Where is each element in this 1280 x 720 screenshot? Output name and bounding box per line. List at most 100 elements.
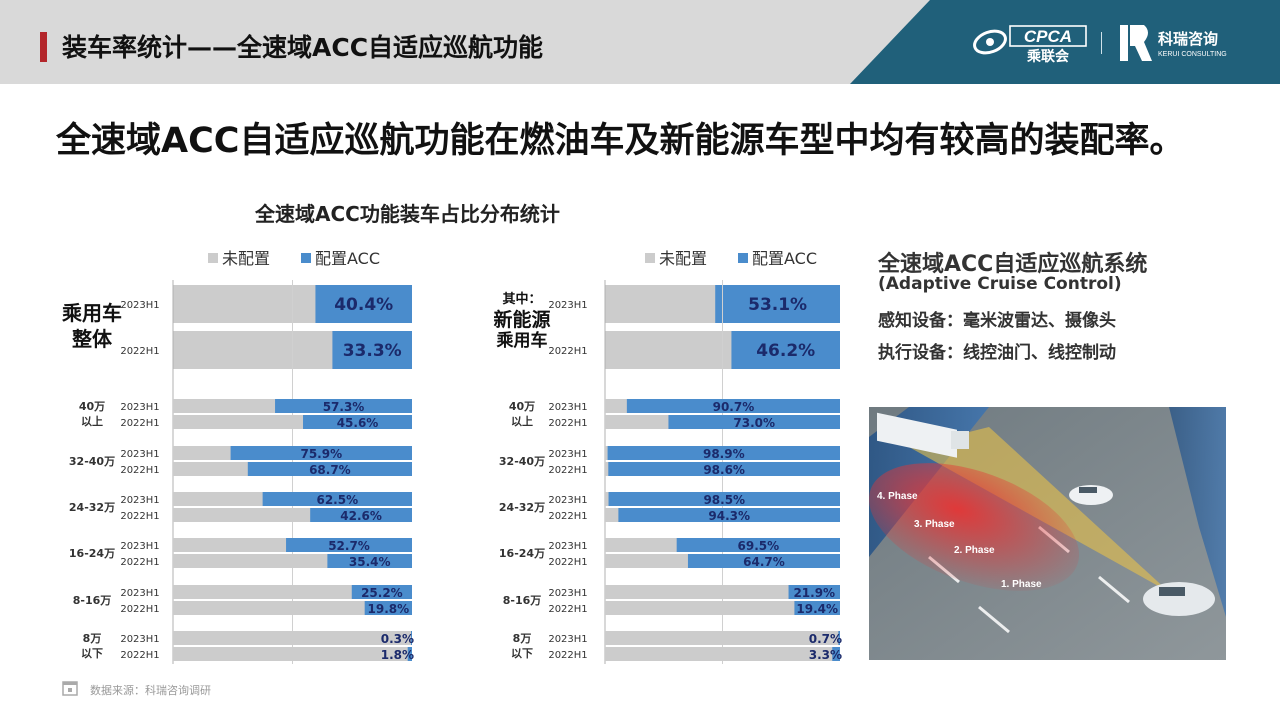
- data-label: 57.3%: [323, 400, 365, 414]
- data-label: 19.4%: [796, 602, 838, 616]
- data-label: 45.6%: [337, 416, 379, 430]
- kerui-logo-cn: 科瑞咨询: [1158, 30, 1218, 48]
- phase-3-label: 3. Phase: [914, 519, 955, 530]
- bar-acc: [247, 462, 412, 476]
- period-label: 2022H1: [120, 650, 159, 661]
- logo-separator: [1101, 32, 1102, 54]
- bar-acc: [731, 331, 840, 369]
- data-label: 52.7%: [328, 539, 370, 553]
- bar-not-configured: [605, 601, 840, 615]
- bar-acc: [607, 446, 840, 460]
- info-sensing: 感知设备：毫米波雷达、摄像头: [878, 311, 1116, 331]
- lead-car-icon: [1069, 485, 1113, 505]
- summary-label: 整体: [71, 327, 113, 351]
- category-label: 40万: [509, 400, 535, 413]
- period-label: 2022H1: [548, 557, 587, 568]
- bar-acc: [310, 508, 412, 522]
- page-title: 装车率统计——全速域ACC自适应巡航功能: [62, 33, 544, 62]
- bar-acc: [275, 399, 412, 413]
- cpca-mark-icon: [973, 29, 1007, 55]
- period-label: 2023H1: [120, 300, 159, 311]
- period-label: 2022H1: [548, 511, 587, 522]
- bar-acc: [788, 585, 840, 599]
- ego-car-icon: [1143, 582, 1215, 616]
- bar-acc: [411, 631, 412, 645]
- headline: 全速域ACC自适应巡航功能在燃油车及新能源车型中均有较高的装配率。: [56, 121, 1185, 161]
- bar-acc: [327, 554, 412, 568]
- header-accent-bar: [40, 32, 47, 62]
- bar-acc: [230, 446, 412, 460]
- period-label: 2023H1: [548, 588, 587, 599]
- category-label: 24-32万: [499, 501, 545, 514]
- period-label: 2022H1: [548, 650, 587, 661]
- kerui-logo: 科瑞咨询 KERUI CONSULTING: [1120, 25, 1227, 61]
- summary-label: 新能源: [493, 308, 550, 331]
- period-label: 2023H1: [548, 402, 587, 413]
- period-label: 2022H1: [548, 465, 587, 476]
- bar-acc: [407, 647, 412, 661]
- data-label: 69.5%: [738, 539, 780, 553]
- phase-2-label: 2. Phase: [954, 545, 995, 556]
- right-field: [1169, 407, 1226, 617]
- bar-acc: [626, 399, 840, 413]
- period-label: 2022H1: [548, 346, 587, 357]
- summary-label: 其中：: [502, 291, 541, 307]
- bar-acc: [687, 554, 840, 568]
- period-label: 2023H1: [548, 449, 587, 460]
- legend-label-not-configured: 未配置: [659, 249, 707, 268]
- data-label: 64.7%: [743, 555, 785, 569]
- cpca-logo-text: CPCA: [1024, 27, 1072, 46]
- bar-acc: [364, 601, 412, 615]
- category-label: 24-32万: [69, 501, 115, 514]
- bar-acc: [286, 538, 412, 552]
- info-title: 全速域ACC自适应巡航系统: [878, 252, 1148, 277]
- period-label: 2022H1: [120, 557, 159, 568]
- bar-acc: [794, 601, 840, 615]
- data-label: 19.8%: [368, 602, 410, 616]
- phase-labels: 1. Phase 2. Phase 3. Phase 4. Phase: [877, 491, 1042, 590]
- bar-acc: [608, 492, 840, 506]
- bar-acc: [315, 285, 412, 323]
- summary-label: 乘用车: [61, 301, 122, 325]
- bar-acc: [351, 585, 412, 599]
- category-label: 以下: [81, 647, 103, 660]
- category-label: 32-40万: [499, 455, 545, 468]
- bar-not-configured: [605, 585, 840, 599]
- legend-swatch-acc: [301, 253, 311, 263]
- bar-acc: [608, 462, 840, 476]
- data-label: 35.4%: [349, 555, 391, 569]
- legend-label-acc: 配置ACC: [752, 249, 817, 268]
- data-label: 0.7%: [809, 632, 842, 646]
- kerui-logo-en: KERUI CONSULTING: [1158, 51, 1227, 58]
- bar-acc: [332, 331, 412, 369]
- data-label: 42.6%: [340, 509, 382, 523]
- truck-icon: [877, 412, 969, 458]
- data-label: 68.7%: [309, 463, 351, 477]
- data-label: 0.3%: [381, 632, 414, 646]
- legend-swatch-not-configured: [208, 253, 218, 263]
- summary-label: 乘用车: [496, 330, 548, 351]
- category-label: 以下: [511, 647, 533, 660]
- period-label: 2022H1: [120, 346, 159, 357]
- category-label: 32-40万: [69, 455, 115, 468]
- legend-label-acc: 配置ACC: [315, 249, 380, 268]
- bar-not-configured: [173, 601, 412, 615]
- cpca-logo-cn: 乘联会: [1026, 48, 1070, 64]
- acc-illustration: 1. Phase 2. Phase 3. Phase 4. Phase: [869, 407, 1226, 660]
- bar-acc: [262, 492, 412, 506]
- bar-not-configured: [173, 631, 412, 645]
- red-zone-glow: [869, 463, 1080, 591]
- header-logo-panel: [850, 0, 1280, 84]
- category-label: 以上: [511, 414, 533, 428]
- legend-swatch-not-configured: [645, 253, 655, 263]
- period-label: 2023H1: [120, 541, 159, 552]
- period-label: 2023H1: [548, 634, 587, 645]
- period-label: 2023H1: [548, 300, 587, 311]
- data-label: 90.7%: [713, 400, 755, 414]
- period-label: 2022H1: [120, 604, 159, 615]
- category-label: 8万: [83, 632, 102, 645]
- data-label: 21.9%: [793, 586, 835, 600]
- data-label: 46.2%: [756, 341, 815, 361]
- bar-not-configured: [605, 631, 840, 645]
- data-source: 数据来源：科瑞咨询调研: [90, 684, 211, 697]
